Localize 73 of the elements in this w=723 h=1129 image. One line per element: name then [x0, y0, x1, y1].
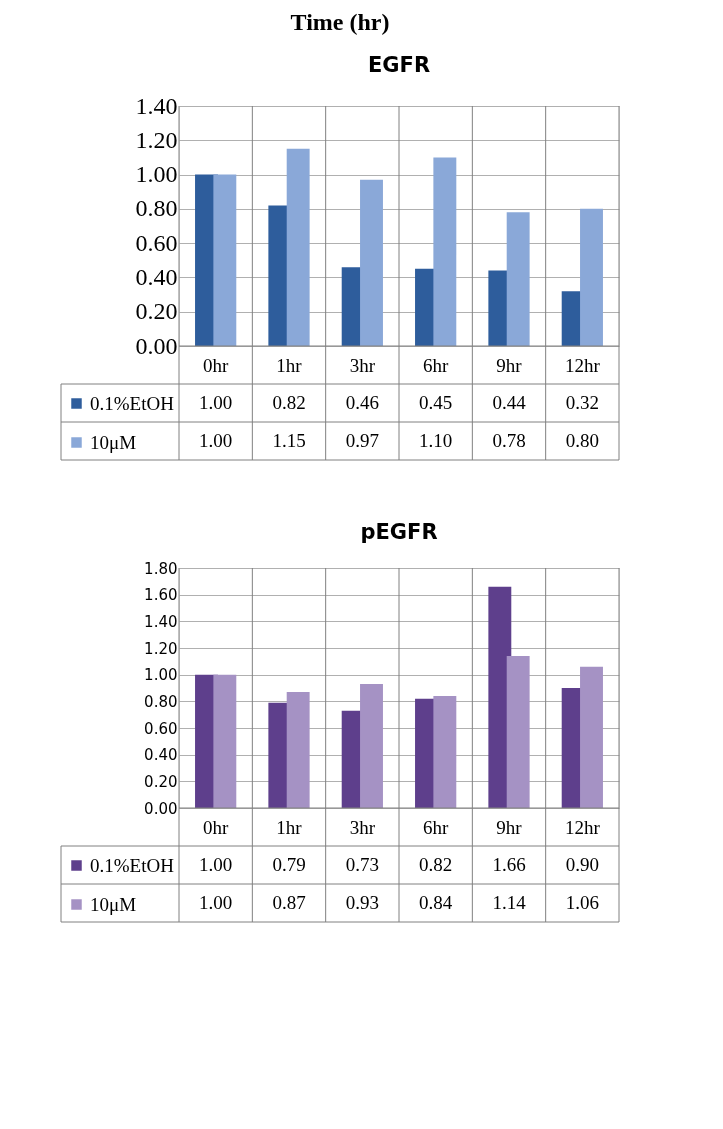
bar	[360, 179, 383, 346]
text: 1.80	[144, 559, 178, 578]
chart-title: EGFR	[367, 53, 431, 77]
x-tick-label: 6hr	[423, 816, 449, 838]
text: 0.20	[135, 298, 178, 325]
text: Time (hr)	[290, 8, 390, 35]
bar	[506, 656, 530, 808]
data-label: 1.00	[199, 892, 233, 913]
data-label: 0.93	[345, 892, 379, 913]
text: 1.40	[144, 612, 178, 631]
data-label: 0.44	[492, 392, 527, 413]
legend-label: 0.1%EtOH	[90, 392, 175, 414]
legend-label: 10μM	[90, 893, 137, 915]
text: 0.60	[135, 229, 178, 256]
x-tick-label: 12hr	[564, 354, 601, 376]
data-label: 0.87	[272, 892, 306, 913]
x-tick-label: 6hr	[423, 354, 449, 376]
text: 1.20	[135, 126, 178, 153]
data-label: 1.06	[565, 892, 599, 913]
data-label: 0.97	[345, 430, 379, 451]
data-label: 1.66	[492, 854, 526, 875]
text: 1.20	[144, 639, 178, 658]
data-label: 0.82	[272, 392, 306, 413]
x-tick-label: 0hr	[203, 816, 229, 838]
data-label: 1.00	[199, 854, 233, 875]
data-label: 0.32	[565, 392, 599, 413]
text: 0.80	[135, 195, 178, 222]
data-label: 0.90	[565, 854, 599, 875]
bar	[360, 684, 383, 808]
x-tick-label: 3hr	[349, 816, 376, 838]
x-tick-label: 9hr	[496, 816, 523, 838]
x-tick-label: 3hr	[349, 354, 376, 376]
bar	[433, 696, 457, 808]
bar	[286, 148, 310, 346]
data-label: 0.84	[419, 892, 453, 913]
text: 1.00	[135, 161, 178, 188]
chart-title: pEGFR	[360, 520, 438, 544]
bar	[433, 157, 457, 346]
bar	[580, 208, 603, 346]
bar	[580, 666, 603, 808]
text: 0.20	[144, 772, 178, 791]
legend-label: 10μM	[90, 431, 137, 453]
data-label: 0.73	[345, 854, 379, 875]
x-tick-label: 0hr	[203, 354, 229, 376]
bar	[213, 674, 237, 808]
text: 1.00	[144, 666, 178, 685]
x-tick-label: 12hr	[564, 816, 601, 838]
data-label: 1.14	[492, 892, 527, 913]
data-label: 0.82	[419, 854, 453, 875]
data-label: 1.10	[419, 430, 453, 451]
data-label: 0.80	[565, 430, 599, 451]
text: 1.60	[144, 586, 178, 605]
legend-label: 0.1%EtOH	[90, 854, 175, 876]
text: 1.40	[135, 92, 178, 119]
text: 0.60	[144, 719, 178, 738]
x-tick-label: 9hr	[496, 354, 523, 376]
x-tick-label: 1hr	[276, 354, 303, 376]
data-label: 1.15	[272, 430, 306, 451]
text: 0.40	[144, 746, 178, 765]
bar	[213, 174, 237, 346]
text: 0.00	[144, 799, 178, 818]
data-label: 0.79	[272, 854, 306, 875]
data-label: 1.00	[199, 392, 233, 413]
text: 0.80	[144, 692, 178, 711]
data-label: 0.78	[492, 430, 526, 451]
bar	[286, 692, 310, 808]
text: 0.40	[135, 263, 178, 290]
x-tick-label: 1hr	[276, 816, 303, 838]
data-label: 1.00	[199, 430, 233, 451]
data-label: 0.46	[345, 392, 379, 413]
data-label: 0.45	[419, 392, 453, 413]
bar	[506, 212, 530, 346]
text: 0.00	[135, 332, 178, 359]
